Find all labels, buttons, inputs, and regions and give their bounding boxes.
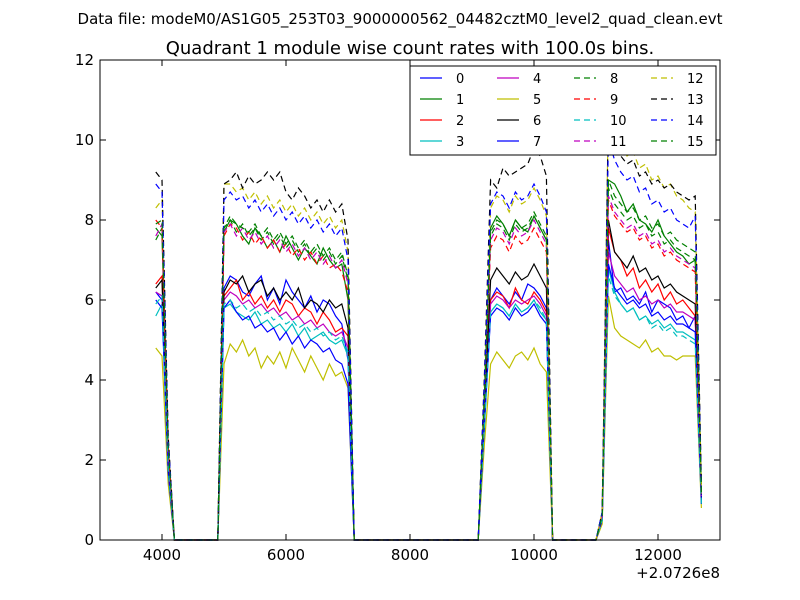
series-line-12 [155,107,702,541]
y-tick-label: 10 [75,131,94,149]
y-tick-label: 6 [84,291,94,309]
legend-label-9: 9 [610,93,618,108]
chart-title: Quadrant 1 module wise count rates with … [166,38,655,59]
legend-label-2: 2 [456,114,464,129]
legend-label-12: 12 [687,72,704,87]
legend-label-1: 1 [456,93,464,108]
series-line-1 [155,178,702,541]
x-axis: 4000 6000 8000 10000 12000 [143,60,682,564]
legend-label-8: 8 [610,72,618,87]
series-line-6 [155,219,702,541]
legend-label-0: 0 [456,72,464,87]
series-line-9 [155,199,702,541]
legend-label-3: 3 [456,135,464,150]
series-line-15 [155,179,702,541]
y-tick-label: 4 [84,371,94,389]
series-line-7 [155,263,702,541]
x-offset-label: +2.0726e8 [636,564,720,582]
x-tick-label: 8000 [391,546,429,564]
x-tick-label: 4000 [143,546,181,564]
series-line-14 [155,139,702,541]
series-line-5 [155,295,702,541]
legend-label-11: 11 [610,135,627,150]
series-line-2 [155,227,702,541]
x-tick-label: 12000 [634,546,682,564]
y-tick-label: 0 [84,531,94,549]
legend-label-13: 13 [687,93,704,108]
legend-label-15: 15 [687,135,704,150]
legend-label-5: 5 [533,93,541,108]
data-file-header: Data file: modeM0/AS1G05_253T03_90000005… [78,10,723,29]
legend-label-10: 10 [610,114,627,129]
plot-area [155,107,702,541]
series-line-11 [155,195,702,541]
x-tick-label: 10000 [510,546,558,564]
series-line-13 [155,111,702,541]
y-tick-label: 2 [84,451,94,469]
x-tick-label: 6000 [267,546,305,564]
series-line-3 [155,267,702,541]
series-line-8 [155,187,702,541]
legend-label-7: 7 [533,135,541,150]
y-tick-label: 8 [84,211,94,229]
legend-label-14: 14 [687,114,704,129]
legend-box [409,65,717,156]
legend-label-6: 6 [533,114,541,129]
legend-label-4: 4 [533,72,541,87]
y-tick-label: 12 [75,51,94,69]
series-line-10 [155,275,702,541]
